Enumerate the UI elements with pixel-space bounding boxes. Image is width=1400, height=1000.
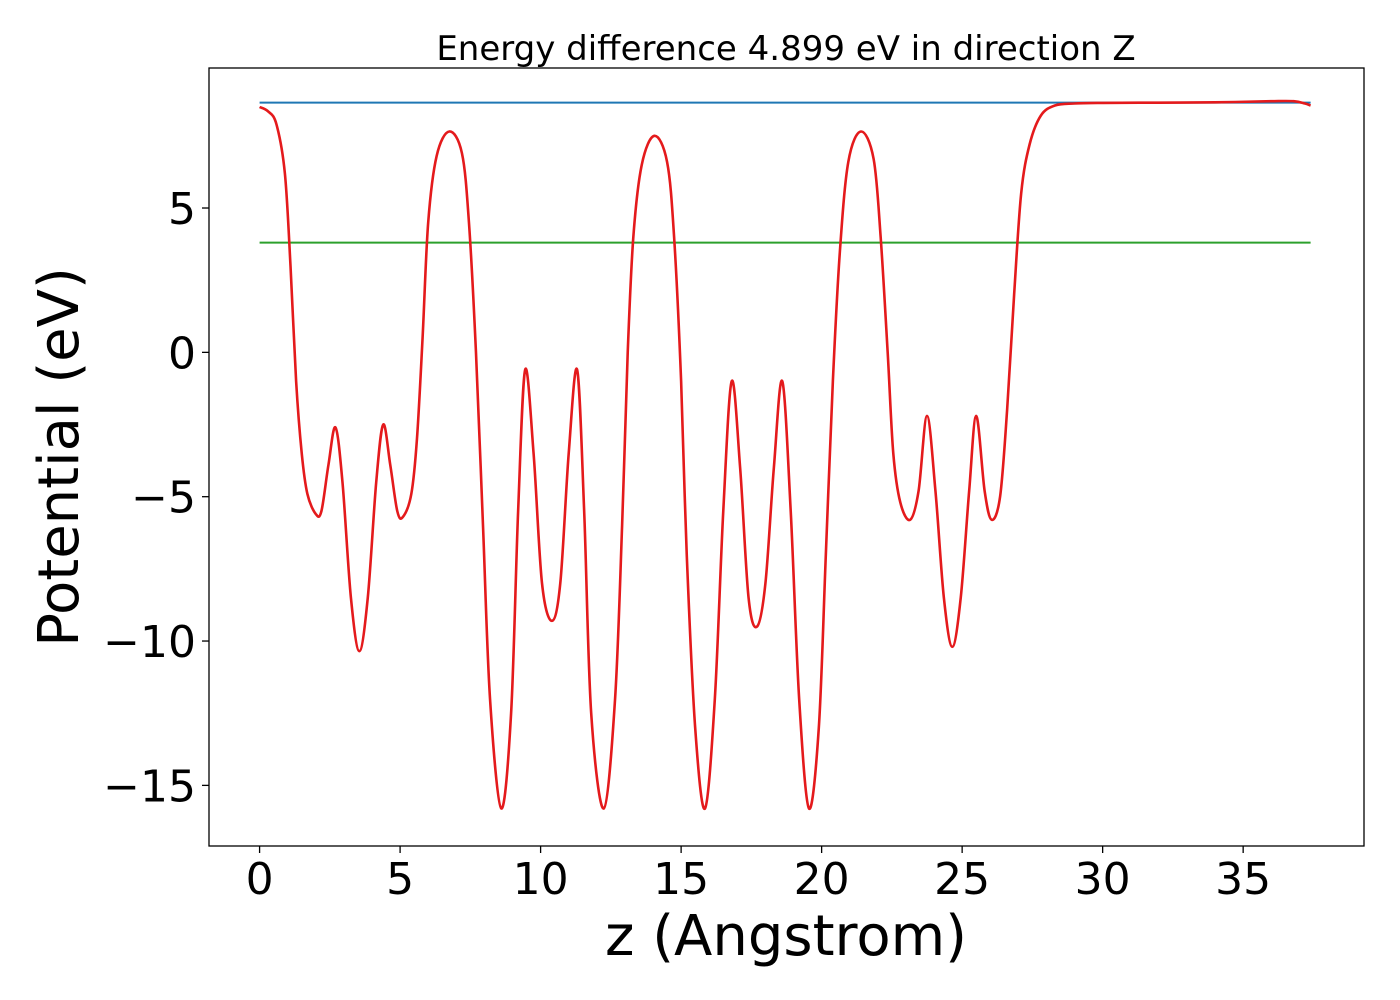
x-tick-label: 5 — [386, 854, 414, 905]
potential-curve — [258, 99, 1312, 810]
y-tick-label: −15 — [103, 761, 196, 812]
y-axis-label: Potential (eV) — [27, 267, 92, 647]
x-tick-label: 25 — [934, 854, 990, 905]
x-tick-label: 10 — [513, 854, 569, 905]
y-tick-label: 5 — [168, 184, 196, 235]
plot-frame — [208, 67, 1365, 847]
x-tick-label: 30 — [1075, 854, 1131, 905]
y-tick-label: 0 — [168, 328, 196, 379]
x-tick-label: 0 — [246, 854, 274, 905]
x-tick-label: 35 — [1215, 854, 1271, 905]
x-axis-ticks: 0 5 10 15 20 25 30 35 — [246, 846, 1271, 905]
y-tick-label: −10 — [103, 617, 196, 668]
x-axis-label: z (Angstrom) — [605, 904, 967, 969]
x-tick-label: 20 — [794, 854, 850, 905]
chart-title: Energy difference 4.899 eV in direction … — [436, 29, 1135, 69]
y-tick-label: −5 — [131, 473, 196, 524]
series-layer — [258, 99, 1312, 810]
x-tick-label: 15 — [653, 854, 709, 905]
y-axis-ticks: 5 0 −5 −10 −15 — [103, 184, 209, 812]
